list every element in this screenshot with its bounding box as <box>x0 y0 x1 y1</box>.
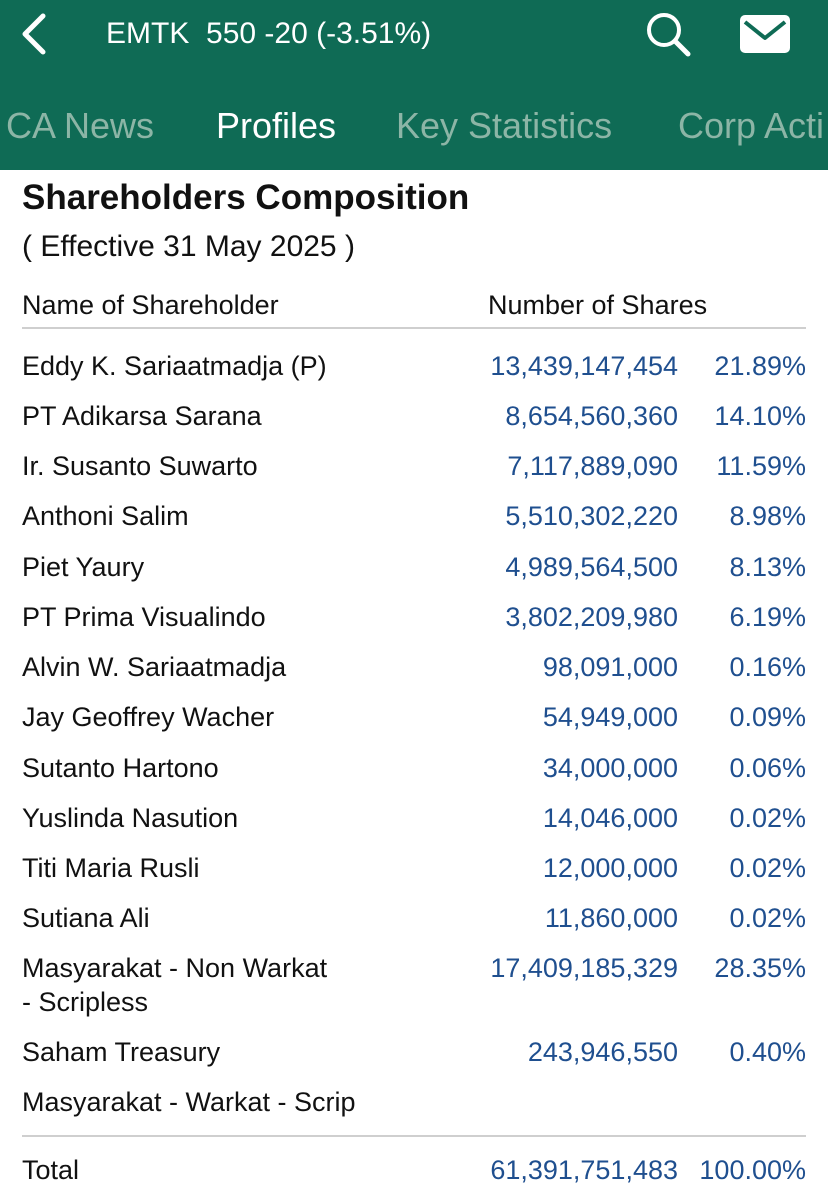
number-of-shares: 243,946,550 <box>527 1037 678 1067</box>
shareholder-name-line: Sutanto Hartono <box>22 753 219 783</box>
shareholder-name: Jay Geoffrey Wacher <box>22 700 442 734</box>
number-of-shares: 98,091,000 <box>542 652 678 682</box>
share-percentage: 8.98% <box>729 501 806 531</box>
share-percentage: 0.02% <box>729 803 806 833</box>
shareholder-name-line: Titi Maria Rusli <box>22 853 200 883</box>
share-percentage: 0.02% <box>729 903 806 933</box>
tab-key-statistics[interactable]: Key Statistics <box>396 105 613 146</box>
share-percentage: 0.09% <box>729 702 806 732</box>
column-header-shares: Number of Shares <box>488 290 708 320</box>
shareholder-name: Alvin W. Sariaatmadja <box>22 650 442 684</box>
back-button[interactable] <box>14 10 54 58</box>
shareholder-name-line: Jay Geoffrey Wacher <box>22 702 275 732</box>
tab-bar: CA News Profiles Key Statistics Corp Act… <box>0 96 828 156</box>
shareholder-name-line: PT Prima Visualindo <box>22 602 266 632</box>
search-button[interactable] <box>642 8 694 60</box>
share-percentage: 21.89% <box>714 351 806 381</box>
shareholder-name: Saham Treasury <box>22 1035 442 1069</box>
share-percentage: 0.06% <box>729 753 806 783</box>
shareholder-name: Sutanto Hartono <box>22 751 442 785</box>
shareholder-name-line: Saham Treasury <box>22 1037 221 1067</box>
shareholder-name: Masyarakat - Warkat - Scrip <box>22 1085 442 1119</box>
shareholder-name-line: Anthoni Salim <box>22 501 189 531</box>
shareholder-name: PT Adikarsa Sarana <box>22 399 442 433</box>
chevron-left-icon <box>22 13 46 55</box>
number-of-shares: 13,439,147,454 <box>490 351 678 381</box>
total-shares: 61,391,751,483 <box>490 1155 678 1185</box>
number-of-shares: 54,949,000 <box>542 702 678 732</box>
number-of-shares: 17,409,185,329 <box>490 953 678 983</box>
shareholder-name: Ir. Susanto Suwarto <box>22 449 442 483</box>
total-percentage: 100.00% <box>699 1155 806 1185</box>
shareholder-name-line: Alvin W. Sariaatmadja <box>22 652 287 682</box>
stock-title: EMTK 550 -20 (-3.51%) <box>106 17 432 50</box>
share-percentage: 11.59% <box>716 451 806 481</box>
number-of-shares: 5,510,302,220 <box>505 501 678 531</box>
shareholder-name: Eddy K. Sariaatmadja (P) <box>22 349 442 383</box>
shareholder-name-line: Masyarakat - Warkat - Scrip <box>22 1087 356 1117</box>
number-of-shares: 12,000,000 <box>542 853 678 883</box>
header-divider <box>22 327 806 329</box>
share-percentage: 0.16% <box>729 652 806 682</box>
shareholder-name: PT Prima Visualindo <box>22 600 442 634</box>
effective-date: ( Effective 31 May 2025 ) <box>22 230 355 263</box>
total-label: Total <box>22 1155 80 1185</box>
tab-corp-actions[interactable]: Corp Acti <box>678 105 825 146</box>
tab-profiles[interactable]: Profiles <box>216 105 337 146</box>
number-of-shares: 14,046,000 <box>542 803 678 833</box>
shareholder-name-line: Ir. Susanto Suwarto <box>22 451 258 481</box>
shareholder-name-line: Eddy K. Sariaatmadja (P) <box>22 351 327 381</box>
number-of-shares: 7,117,889,090 <box>507 451 678 481</box>
total-divider <box>22 1135 806 1137</box>
shareholder-name: Titi Maria Rusli <box>22 851 442 885</box>
share-percentage: 0.40% <box>729 1037 806 1067</box>
number-of-shares: 11,860,000 <box>544 903 678 933</box>
tab-ca-news[interactable]: CA News <box>6 105 155 146</box>
mail-button[interactable] <box>738 12 792 56</box>
share-percentage: 14.10% <box>714 401 806 431</box>
shareholder-name: Masyarakat - Non Warkat - Scripless <box>22 951 442 1019</box>
share-percentage: 8.13% <box>729 552 806 582</box>
section-title: Shareholders Composition <box>22 178 470 217</box>
number-of-shares: 8,654,560,360 <box>505 401 678 431</box>
share-percentage: 6.19% <box>729 602 806 632</box>
shareholder-name-line: Sutiana Ali <box>22 903 150 933</box>
shareholder-name: Yuslinda Nasution <box>22 801 442 835</box>
shareholder-name-line: Piet Yaury <box>22 552 145 582</box>
shareholder-name: Anthoni Salim <box>22 499 442 533</box>
shareholder-name: Piet Yaury <box>22 550 442 584</box>
shareholder-name-line: - Scripless <box>22 987 149 1017</box>
number-of-shares: 3,802,209,980 <box>505 602 678 632</box>
share-percentage: 0.02% <box>729 853 806 883</box>
shareholder-name-line: Masyarakat - Non Warkat <box>22 953 328 983</box>
shareholder-name: Sutiana Ali <box>22 901 442 935</box>
number-of-shares: 4,989,564,500 <box>505 552 678 582</box>
number-of-shares: 34,000,000 <box>542 753 678 783</box>
search-icon <box>647 13 691 57</box>
app-header: EMTK 550 -20 (-3.51%) CA News Profiles K… <box>0 0 828 170</box>
share-percentage: 28.35% <box>714 953 806 983</box>
shareholder-name-line: Yuslinda Nasution <box>22 803 239 833</box>
mail-icon <box>740 15 790 53</box>
column-header-name: Name of Shareholder <box>22 290 279 320</box>
shareholder-name-line: PT Adikarsa Sarana <box>22 401 262 431</box>
